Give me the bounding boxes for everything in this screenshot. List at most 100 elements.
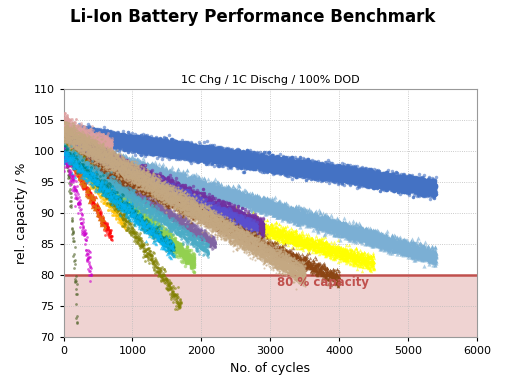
Point [239, 222, 247, 228]
Point [67, 149, 75, 155]
Point [245, 222, 253, 228]
Point [206, 215, 214, 221]
Point [75, 157, 83, 163]
Point [146, 168, 154, 174]
Point [95, 135, 104, 142]
Point [330, 223, 338, 230]
Point [82, 158, 90, 165]
Point [75, 152, 83, 158]
Point [104, 147, 112, 154]
Point [143, 200, 151, 206]
Point [163, 233, 171, 239]
Point [95, 159, 104, 165]
Point [113, 174, 121, 180]
Point [380, 170, 388, 177]
Point [145, 253, 154, 259]
Point [179, 145, 187, 152]
Point [318, 225, 326, 231]
Point [181, 198, 189, 204]
Point [137, 186, 145, 192]
Point [106, 161, 114, 167]
Point [141, 184, 149, 190]
Point [202, 201, 210, 207]
Point [218, 215, 226, 222]
Point [163, 190, 171, 196]
Point [282, 212, 290, 218]
Point [114, 154, 122, 161]
Point [105, 144, 113, 150]
Point [179, 182, 187, 188]
Point [130, 213, 138, 220]
Point [234, 232, 242, 239]
Point [243, 160, 251, 166]
Point [70, 151, 78, 158]
Point [132, 174, 140, 180]
Point [313, 243, 321, 249]
Point [144, 175, 153, 181]
Point [129, 207, 137, 214]
Point [69, 155, 77, 161]
Point [244, 152, 252, 158]
Point [218, 209, 226, 215]
Point [265, 247, 273, 254]
Point [277, 258, 285, 264]
Point [136, 243, 144, 249]
Point [68, 125, 76, 131]
Point [119, 165, 127, 171]
Point [183, 186, 191, 193]
Point [146, 182, 154, 188]
Point [245, 222, 253, 228]
Point [71, 132, 79, 138]
Point [367, 263, 375, 269]
Point [131, 207, 139, 213]
Point [227, 210, 235, 216]
Point [131, 174, 139, 180]
Point [98, 172, 107, 178]
Point [131, 175, 139, 181]
Point [96, 157, 104, 163]
Point [140, 144, 148, 151]
Point [135, 142, 143, 149]
Point [73, 126, 81, 133]
Point [283, 209, 291, 216]
Point [420, 253, 428, 259]
Point [189, 179, 197, 185]
Point [180, 310, 188, 316]
Point [76, 137, 84, 144]
Point [125, 169, 133, 175]
Point [61, 151, 69, 158]
Point [143, 145, 152, 151]
Point [168, 195, 176, 202]
Point [185, 232, 193, 238]
Point [239, 216, 247, 223]
Point [77, 159, 85, 165]
Point [133, 142, 141, 148]
Point [122, 167, 130, 173]
Point [255, 194, 263, 200]
Point [80, 140, 88, 147]
Point [153, 135, 161, 142]
Point [147, 184, 156, 190]
Point [67, 198, 75, 204]
Point [72, 158, 80, 164]
Point [205, 209, 213, 215]
Point [135, 188, 143, 194]
Point [60, 142, 68, 148]
Point [205, 203, 213, 209]
Point [211, 150, 219, 156]
Point [256, 154, 264, 161]
Point [198, 211, 207, 218]
Point [78, 230, 86, 237]
Point [209, 193, 217, 200]
Point [119, 135, 127, 141]
Point [286, 156, 294, 162]
Point [385, 240, 393, 246]
Point [309, 166, 317, 172]
Point [177, 143, 185, 149]
Point [127, 166, 135, 172]
Point [154, 268, 162, 275]
Point [300, 275, 308, 282]
Point [259, 243, 267, 249]
Point [225, 157, 233, 163]
Point [205, 213, 213, 219]
